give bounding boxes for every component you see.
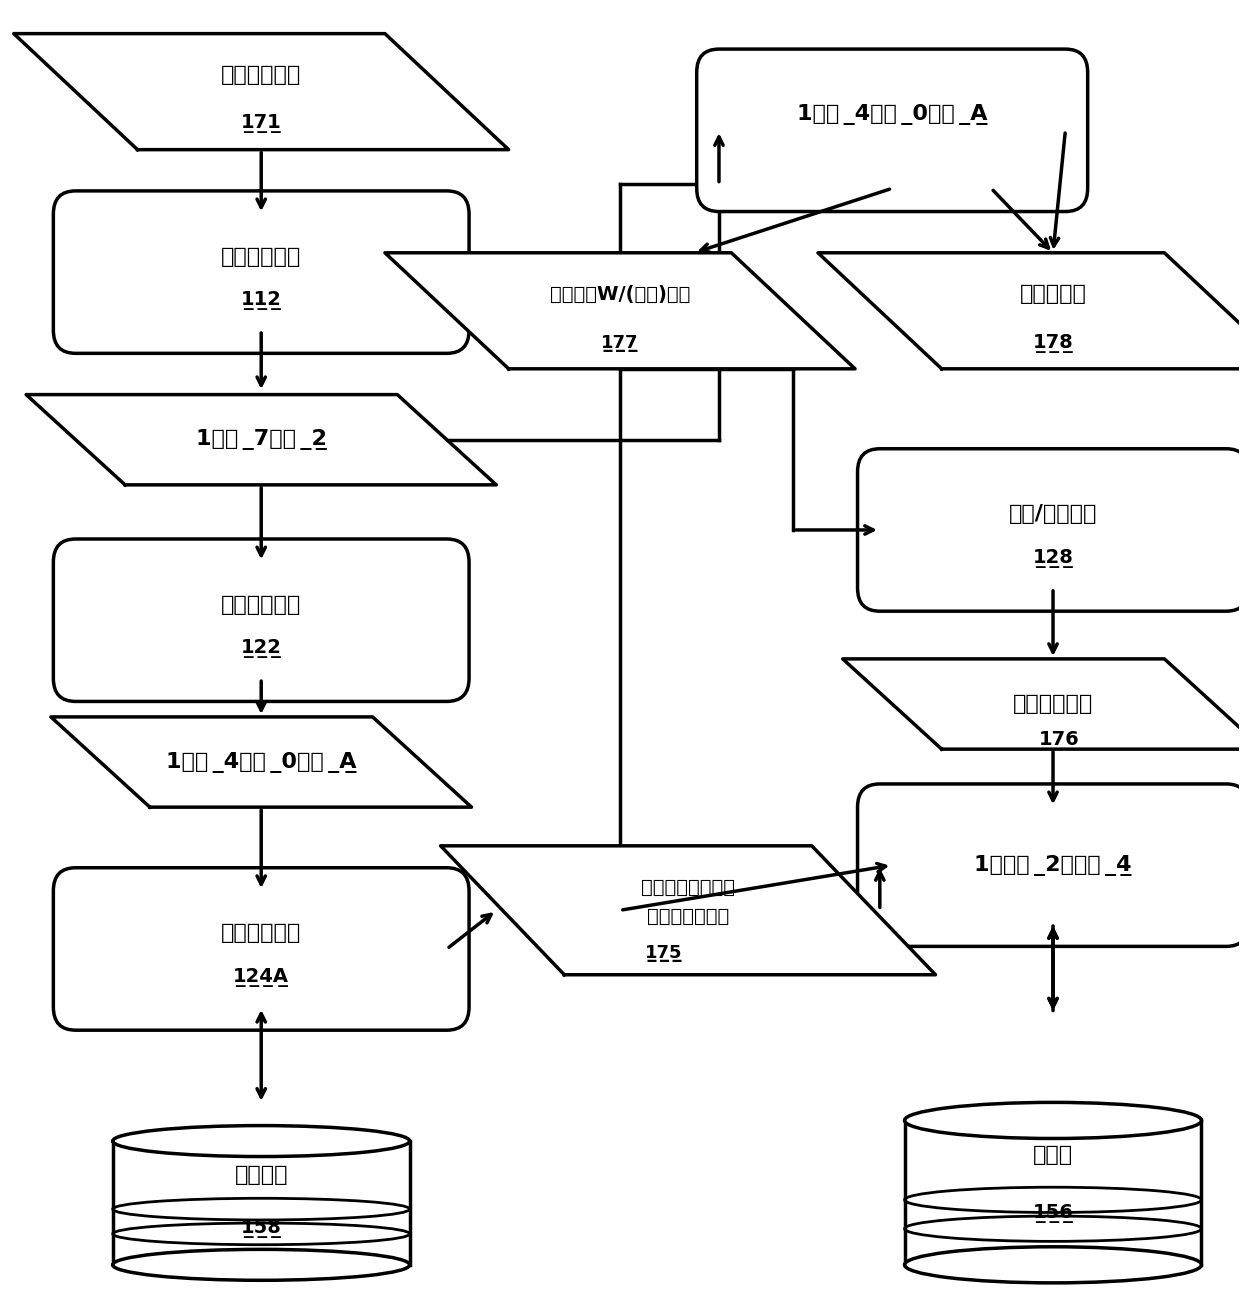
FancyBboxPatch shape <box>858 448 1240 611</box>
FancyBboxPatch shape <box>113 1141 409 1265</box>
FancyBboxPatch shape <box>697 49 1087 212</box>
Text: 槽描述符模块: 槽描述符模块 <box>221 924 301 943</box>
Polygon shape <box>26 394 496 484</box>
Text: 输入处理引擎: 输入处理引擎 <box>221 247 301 266</box>
Polygon shape <box>51 717 471 808</box>
Text: 1̲7̲1̲: 1̲7̲1̲ <box>241 115 281 133</box>
Polygon shape <box>384 253 856 368</box>
Text: 的（多个）嵌入: 的（多个）嵌入 <box>647 907 729 926</box>
Text: 响应性内容: 响应性内容 <box>1019 284 1086 304</box>
Text: 1̲5̲6̲: 1̲5̲6̲ <box>1033 1204 1074 1222</box>
Text: （多个）槽值: （多个）槽值 <box>1013 694 1094 714</box>
Text: 1槽引擎  ̲2槽引擎  ̲4̲: 1槽引擎 ̲2槽引擎 ̲4̲ <box>975 855 1132 876</box>
FancyBboxPatch shape <box>53 191 469 353</box>
Text: 1̲5̲8̲: 1̲5̲8̲ <box>241 1220 281 1238</box>
Text: 1̲2̲2̲: 1̲2̲2̲ <box>241 640 281 658</box>
Ellipse shape <box>113 1249 409 1280</box>
Text: 1代理  ̲4代理  ̲0代理  ̲A̲: 1代理 ̲4代理 ̲0代理 ̲A̲ <box>797 105 987 125</box>
Text: 代理命令W/(多个)槽值: 代理命令W/(多个)槽值 <box>549 284 691 304</box>
FancyBboxPatch shape <box>53 868 469 1030</box>
Text: 调用/交互模块: 调用/交互模块 <box>1009 504 1097 525</box>
Text: 1̲2̲8̲: 1̲2̲8̲ <box>1033 549 1074 567</box>
Text: 自然语言输入: 自然语言输入 <box>221 65 301 85</box>
Polygon shape <box>843 659 1240 749</box>
Polygon shape <box>818 253 1240 368</box>
Ellipse shape <box>904 1247 1202 1283</box>
FancyBboxPatch shape <box>53 539 469 702</box>
Text: 1̲7̲8̲: 1̲7̲8̲ <box>1033 333 1074 353</box>
Text: （多个）槽描述符: （多个）槽描述符 <box>641 877 735 897</box>
Text: 1̲7̲6̲: 1̲7̲6̲ <box>1039 730 1080 749</box>
Ellipse shape <box>904 1102 1202 1138</box>
FancyBboxPatch shape <box>904 1120 1202 1265</box>
Text: 1̲2̲4̲A̲: 1̲2̲4̲A̲ <box>233 968 289 987</box>
Text: 代理选择引擎: 代理选择引擎 <box>221 594 301 615</box>
Polygon shape <box>14 34 508 150</box>
Text: 1代理  ̲4代理  ̲0代理  ̲A̲: 1代理 ̲4代理 ̲0代理 ̲A̲ <box>166 752 356 773</box>
Ellipse shape <box>113 1125 409 1156</box>
Text: 1词条  ̲7词条  ̲2̲: 1词条 ̲7词条 ̲2̲ <box>196 429 326 450</box>
Text: 槽描述符: 槽描述符 <box>234 1164 288 1185</box>
Text: 1̲1̲2̲: 1̲1̲2̲ <box>241 291 281 310</box>
Polygon shape <box>440 846 935 974</box>
Text: 槽模型: 槽模型 <box>1033 1145 1073 1165</box>
Text: 1̲7̲7̲: 1̲7̲7̲ <box>601 335 639 351</box>
FancyBboxPatch shape <box>858 784 1240 946</box>
Text: 1̲7̲5̲: 1̲7̲5̲ <box>645 944 682 961</box>
